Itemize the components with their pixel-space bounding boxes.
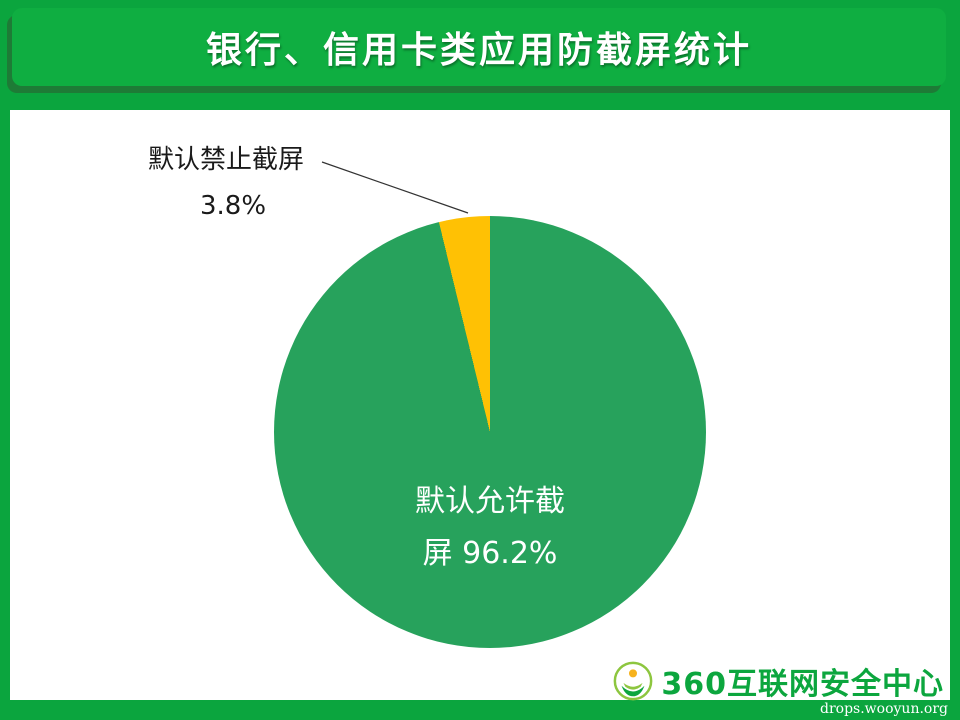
pie-inner-label-line1: 默认允许截: [415, 484, 565, 519]
pie-inner-label: 默认允许截 屏 96.2%: [274, 476, 706, 580]
logo-text: 360互联网安全中心: [661, 667, 944, 702]
pie-inner-label-line2: 屏 96.2%: [422, 536, 558, 571]
watermark-text: drops.wooyun.org: [820, 701, 948, 717]
title-banner: 银行、信用卡类应用防截屏统计: [12, 8, 946, 86]
slice-callout: 默认禁止截屏 3.8%: [148, 144, 324, 222]
pie-chart: 默认允许截 屏 96.2%: [274, 216, 706, 648]
footer-logo: 360互联网安全中心: [612, 658, 944, 704]
logo-360-icon: [613, 661, 653, 701]
callout-value-text: 3.8%: [199, 191, 267, 221]
page-title: 银行、信用卡类应用防截屏统计: [205, 30, 752, 71]
callout-label-text: 默认禁止截屏: [148, 145, 305, 175]
